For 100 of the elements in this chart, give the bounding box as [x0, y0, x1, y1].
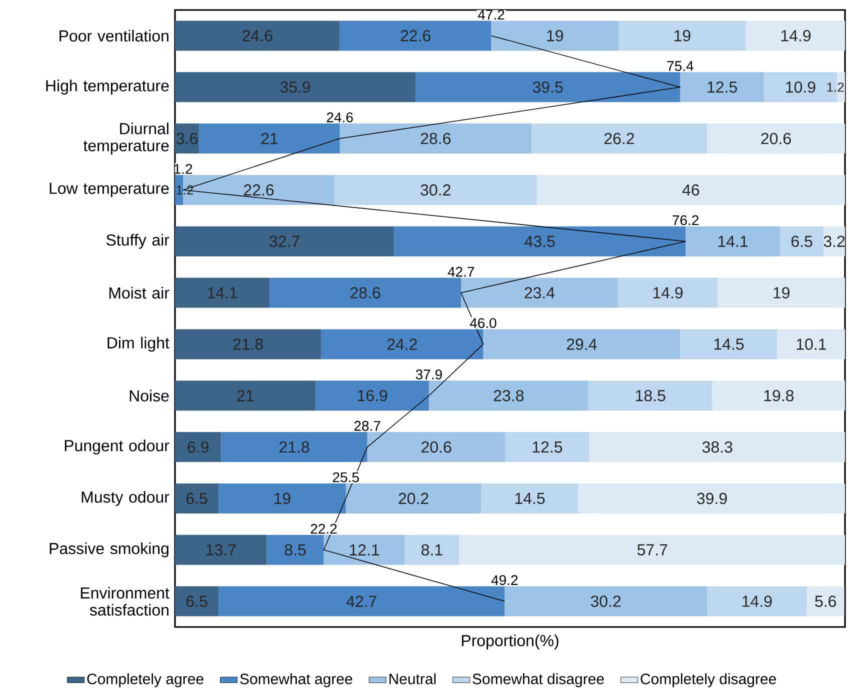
data-label: 28.6	[420, 132, 451, 144]
bar	[175, 432, 222, 462]
data-label: 22.2	[310, 524, 337, 534]
data-label: 32.7	[270, 236, 300, 248]
bar	[589, 432, 846, 462]
data-label: 20.6	[422, 441, 452, 453]
data-label: 26.2	[604, 132, 634, 144]
data-label: 19	[774, 287, 790, 298]
data-label: 21	[237, 390, 254, 402]
data-label: 14.5	[714, 338, 744, 350]
y-tick-label: Pungent odour	[64, 440, 170, 455]
data-label: 75.4	[667, 61, 694, 71]
bar	[536, 174, 846, 205]
y-tick-label: Dim light	[108, 336, 170, 352]
data-label: 23.8	[494, 390, 524, 402]
data-label: 14.9	[781, 30, 811, 42]
data-label: 28.7	[354, 420, 380, 431]
data-label: 12.5	[708, 81, 737, 93]
legend-label: Neutral	[389, 673, 436, 684]
legend-label: Completely disagree	[640, 673, 776, 688]
data-label: 14.5	[515, 492, 545, 504]
data-label: 12.5	[532, 441, 562, 453]
data-label: 10.1	[796, 338, 826, 350]
bar	[718, 278, 846, 308]
bar	[461, 278, 618, 308]
bar	[346, 483, 482, 514]
bar	[324, 534, 405, 565]
data-label: 14.9	[742, 596, 772, 607]
data-label: 46	[682, 184, 700, 196]
data-label: 28.6	[350, 287, 380, 298]
bar	[706, 586, 807, 616]
data-label: 8.1	[422, 544, 442, 556]
data-label: 19	[674, 30, 690, 42]
data-label: 20.6	[761, 132, 791, 144]
data-label: 16.9	[358, 390, 388, 402]
data-label: 8.5	[284, 544, 306, 556]
bar	[175, 380, 316, 411]
bar	[491, 20, 619, 51]
bar	[416, 72, 680, 102]
bar	[316, 380, 429, 411]
bar	[269, 278, 462, 308]
data-label: 42.7	[346, 596, 376, 607]
legend-label: Completely agree	[87, 673, 204, 688]
bar	[505, 432, 590, 462]
y-tick-label: Musty odour	[82, 491, 170, 506]
bar	[404, 534, 460, 565]
bar	[483, 329, 680, 360]
data-label: 47.2	[478, 10, 504, 20]
data-label: 46.0	[470, 318, 496, 328]
bar	[618, 20, 746, 51]
bar	[680, 329, 778, 360]
bar	[712, 380, 846, 411]
data-label: 39.5	[532, 81, 563, 93]
bar	[175, 483, 219, 514]
data-label: 25.5	[332, 472, 359, 482]
data-label: 1.2	[827, 82, 844, 92]
bar	[266, 534, 324, 565]
data-label: 10.9	[786, 81, 816, 93]
bar	[340, 20, 492, 51]
bar	[175, 329, 322, 360]
bar	[394, 226, 686, 256]
data-label: 6.5	[186, 596, 208, 607]
bar	[175, 226, 394, 256]
legend-label: Somewhat disagree	[472, 673, 604, 688]
y-tick-label: Passive smoking	[50, 542, 168, 558]
y-tick-label: Diurnal temperature	[83, 122, 169, 155]
bar	[175, 278, 270, 308]
bar	[686, 226, 780, 256]
data-label: 13.7	[206, 544, 236, 556]
bar	[806, 586, 844, 616]
bar	[334, 174, 537, 205]
data-label: 24.6	[326, 112, 353, 122]
data-label: 42.7	[448, 266, 474, 277]
data-label: 3.6	[176, 132, 198, 144]
data-label: 19	[547, 30, 564, 42]
bar	[706, 124, 846, 154]
y-tick-label: High temperature	[46, 80, 169, 95]
data-label: 24.2	[387, 338, 417, 350]
data-label: 5.6	[815, 596, 836, 607]
bar	[175, 124, 200, 154]
bar	[199, 124, 340, 154]
bar	[531, 124, 707, 154]
data-label: 18.5	[636, 390, 666, 402]
y-tick-label: Stuffy air	[106, 234, 170, 249]
data-label: 21	[261, 132, 278, 144]
bar	[218, 586, 505, 616]
data-label: 22.6	[400, 30, 430, 42]
bar	[780, 226, 824, 256]
bar	[680, 72, 764, 102]
bar	[175, 20, 340, 51]
data-label: 6.5	[186, 492, 208, 504]
data-label: 21.8	[233, 338, 263, 350]
data-label: 43.5	[524, 236, 555, 248]
data-label: 37.9	[416, 370, 442, 380]
data-label: 6.5	[791, 236, 812, 248]
data-label: 49.2	[491, 575, 518, 586]
x-axis-title: Proportion(%)	[462, 634, 558, 650]
data-label: 19.8	[764, 390, 794, 402]
data-label: 30.2	[420, 184, 450, 196]
data-label: 38.3	[702, 441, 732, 453]
